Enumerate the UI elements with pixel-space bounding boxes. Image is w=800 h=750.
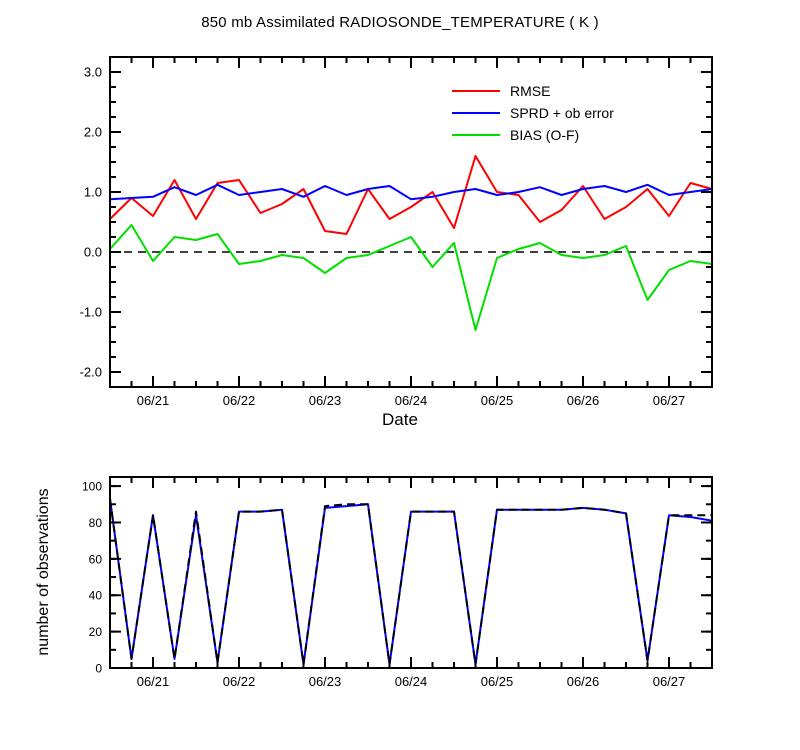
chart-legend: RMSE SPRD + ob error BIAS (O-F) bbox=[452, 80, 614, 146]
sprd-line-swatch bbox=[452, 112, 500, 114]
svg-text:80: 80 bbox=[89, 516, 103, 530]
svg-text:2.0: 2.0 bbox=[84, 125, 102, 140]
svg-text:06/27: 06/27 bbox=[653, 674, 686, 689]
svg-text:06/21: 06/21 bbox=[137, 674, 170, 689]
svg-text:100: 100 bbox=[82, 480, 102, 494]
svg-text:06/26: 06/26 bbox=[567, 393, 600, 408]
svg-text:06/23: 06/23 bbox=[309, 393, 342, 408]
bias-line-swatch bbox=[452, 134, 500, 136]
svg-text:06/27: 06/27 bbox=[653, 393, 686, 408]
svg-text:06/24: 06/24 bbox=[395, 674, 428, 689]
svg-text:40: 40 bbox=[89, 589, 103, 603]
rmse-line-swatch bbox=[452, 90, 500, 92]
date-axis-label: Date bbox=[382, 410, 418, 429]
svg-text:06/22: 06/22 bbox=[223, 393, 256, 408]
svg-text:1.0: 1.0 bbox=[84, 185, 102, 200]
svg-text:06/21: 06/21 bbox=[137, 393, 170, 408]
svg-text:06/25: 06/25 bbox=[481, 393, 514, 408]
svg-text:06/24: 06/24 bbox=[395, 393, 428, 408]
svg-text:06/25: 06/25 bbox=[481, 674, 514, 689]
svg-text:-2.0: -2.0 bbox=[80, 365, 102, 380]
legend-label-rmse: RMSE bbox=[510, 83, 551, 99]
svg-text:06/23: 06/23 bbox=[309, 674, 342, 689]
svg-text:06/22: 06/22 bbox=[223, 674, 256, 689]
legend-item-sprd: SPRD + ob error bbox=[452, 102, 614, 124]
legend-item-rmse: RMSE bbox=[452, 80, 614, 102]
svg-text:-1.0: -1.0 bbox=[80, 305, 102, 320]
observations-axis-label: number of observations bbox=[35, 488, 52, 656]
svg-text:06/26: 06/26 bbox=[567, 674, 600, 689]
svg-text:20: 20 bbox=[89, 625, 103, 639]
svg-text:0.0: 0.0 bbox=[84, 245, 102, 260]
top-chart-title: 850 mb Assimilated RADIOSONDE_TEMPERATUR… bbox=[201, 14, 599, 31]
svg-text:3.0: 3.0 bbox=[84, 65, 102, 80]
legend-item-bias: BIAS (O-F) bbox=[452, 124, 614, 146]
legend-label-bias: BIAS (O-F) bbox=[510, 127, 580, 143]
svg-text:0: 0 bbox=[95, 662, 102, 676]
legend-label-sprd: SPRD + ob error bbox=[510, 105, 614, 121]
svg-text:60: 60 bbox=[89, 552, 103, 566]
